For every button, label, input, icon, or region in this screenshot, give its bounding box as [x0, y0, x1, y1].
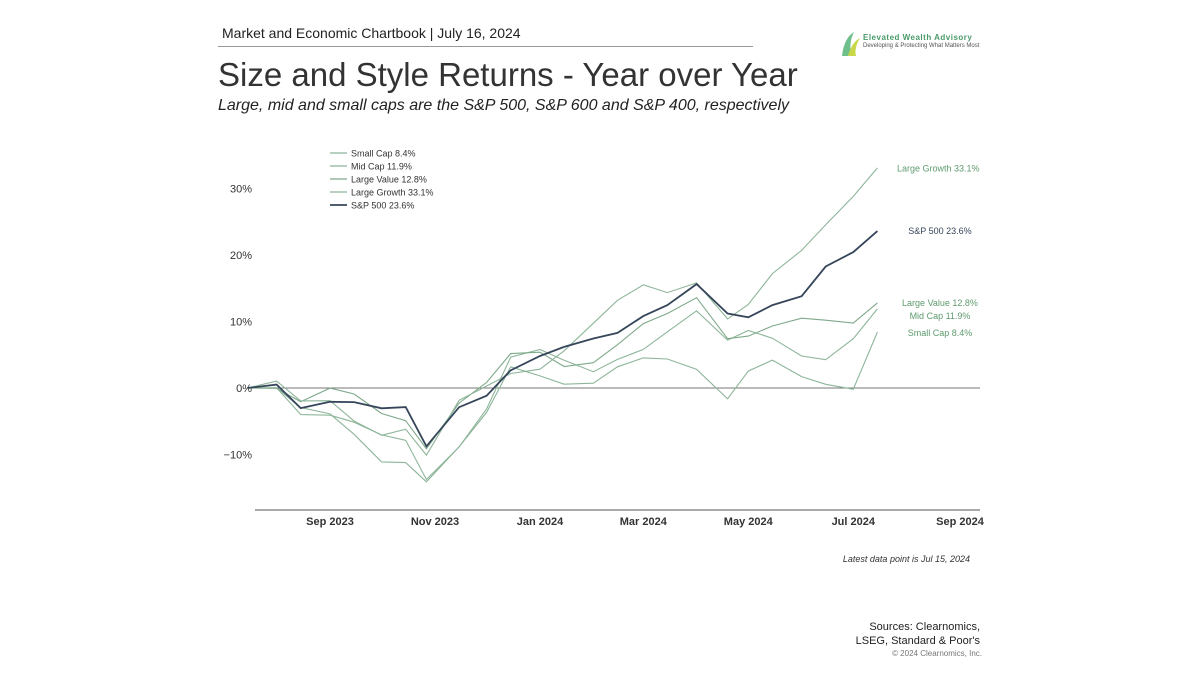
- logo-icon: [842, 32, 860, 56]
- legend-label: Large Growth 33.1%: [351, 188, 434, 198]
- x-tick-label: May 2024: [724, 516, 774, 528]
- end-label: Mid Cap 11.9%: [910, 311, 971, 321]
- legend-label: Small Cap 8.4%: [351, 149, 416, 159]
- y-tick-label: 0%: [236, 383, 252, 395]
- legend-label: Mid Cap 11.9%: [351, 162, 412, 172]
- series-line-large-value: [247, 296, 878, 450]
- header-divider: [218, 46, 753, 47]
- end-label: Small Cap 8.4%: [908, 328, 973, 338]
- page-title: Size and Style Returns - Year over Year: [218, 56, 798, 93]
- data-note: Latest data point is Jul 15, 2024: [842, 554, 970, 564]
- chartbook-header: Market and Economic Chartbook | July 16,…: [222, 25, 521, 41]
- page-subtitle: Large, mid and small caps are the S&P 50…: [218, 97, 789, 114]
- y-tick-label: 30%: [230, 184, 252, 196]
- end-label: S&P 500 23.6%: [908, 226, 971, 236]
- series-line-large-growth: [247, 167, 878, 457]
- sources-line-2: LSEG, Standard & Poor's: [855, 635, 980, 647]
- x-tick-label: Mar 2024: [620, 516, 668, 528]
- y-tick-label: 20%: [230, 250, 252, 262]
- end-label: Large Growth 33.1%: [897, 164, 980, 174]
- logo-name: Elevated Wealth Advisory: [863, 33, 973, 42]
- legend-label: S&P 500 23.6%: [351, 201, 414, 211]
- x-tick-label: Sep 2023: [306, 516, 354, 528]
- y-tick-label: −10%: [224, 450, 253, 462]
- sources-line-1: Sources: Clearnomics,: [869, 621, 980, 633]
- series-line-mid-cap: [247, 308, 878, 481]
- end-label: Large Value 12.8%: [902, 298, 978, 308]
- y-tick-label: 10%: [230, 317, 252, 329]
- x-tick-label: Jul 2024: [832, 516, 876, 528]
- x-tick-label: Sep 2024: [936, 516, 985, 528]
- series-line-sp-500: [247, 230, 878, 448]
- x-tick-label: Jan 2024: [517, 516, 564, 528]
- series-line-small-cap: [247, 331, 878, 483]
- logo-tagline: Developing & Protecting What Matters Mos…: [863, 43, 980, 49]
- copyright: © 2024 Clearnomics, Inc.: [892, 649, 982, 658]
- sources: Sources: Clearnomics, LSEG, Standard & Po…: [800, 620, 980, 648]
- legend-label: Large Value 12.8%: [351, 175, 427, 185]
- x-tick-label: Nov 2023: [411, 516, 459, 528]
